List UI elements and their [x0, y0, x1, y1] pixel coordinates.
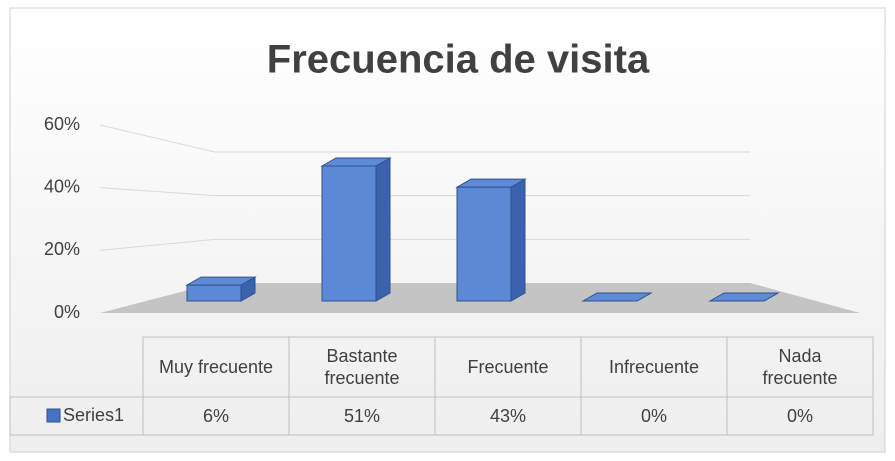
- y-tick-label: 20%: [44, 239, 80, 259]
- data-label: 6%: [202, 406, 229, 426]
- legend-key: [46, 408, 61, 423]
- y-tick-label: 40%: [44, 176, 80, 196]
- data-label: 0%: [640, 406, 667, 426]
- y-tick-label: 60%: [44, 114, 80, 134]
- bar: [456, 186, 512, 302]
- legend-label: Series1: [63, 405, 124, 425]
- grid-line: [99, 238, 750, 251]
- category-label: Nada frecuente: [762, 346, 838, 388]
- bar-side: [510, 178, 526, 302]
- bar-top: [581, 292, 653, 302]
- y-tick-label: 0%: [54, 302, 80, 322]
- category-label: Muy frecuente: [158, 357, 274, 377]
- data-label: 51%: [343, 406, 381, 426]
- category-label: Bastante frecuente: [324, 346, 400, 388]
- bar: [186, 284, 242, 302]
- grid-line: [99, 187, 750, 197]
- category-label: Infrecuente: [608, 357, 700, 377]
- bar: [321, 165, 377, 302]
- category-label: Frecuente: [467, 357, 549, 377]
- bar-side: [375, 157, 391, 302]
- data-label: 0%: [786, 406, 813, 426]
- data-label: 43%: [489, 406, 527, 426]
- grid-line: [99, 124, 750, 153]
- bar-top: [708, 292, 780, 302]
- chart-frame: [9, 7, 886, 453]
- chart-title: Frecuencia de visita: [267, 38, 650, 82]
